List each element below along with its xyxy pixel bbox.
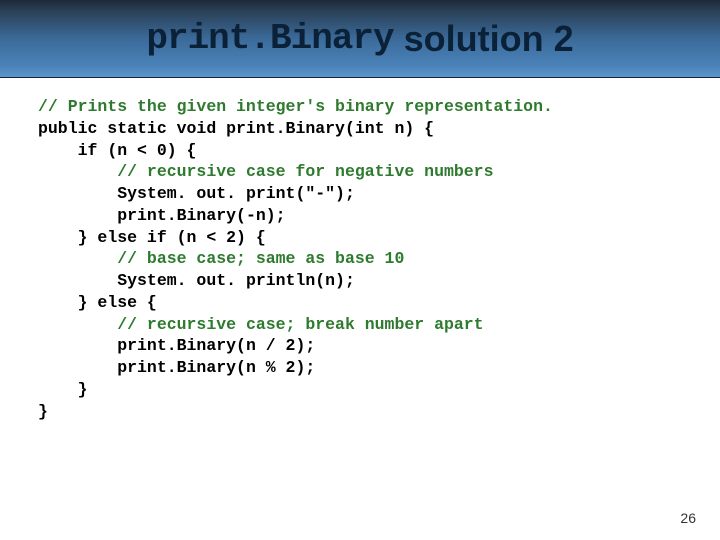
title-bar: print.Binary solution 2 xyxy=(0,0,720,78)
code-line: print.Binary(n % 2); xyxy=(117,358,315,377)
title-text-part: solution 2 xyxy=(404,18,574,60)
code-line: System. out. print("-"); xyxy=(117,184,355,203)
code-comment: // recursive case; break number apart xyxy=(117,315,483,334)
code-line: print.Binary(-n); xyxy=(117,206,285,225)
code-comment: // Prints the given integer's binary rep… xyxy=(38,97,553,116)
title-code-part: print.Binary xyxy=(146,18,393,59)
code-line: print.Binary(n / 2); xyxy=(117,336,315,355)
code-line: } xyxy=(38,402,48,421)
code-comment: // recursive case for negative numbers xyxy=(117,162,493,181)
code-line: } xyxy=(78,380,88,399)
page-number: 26 xyxy=(680,510,696,526)
code-block: // Prints the given integer's binary rep… xyxy=(0,78,720,422)
code-comment: // base case; same as base 10 xyxy=(117,249,404,268)
code-line: System. out. println(n); xyxy=(117,271,355,290)
code-line: if (n < 0) { xyxy=(78,141,197,160)
code-line: } else if (n < 2) { xyxy=(78,228,266,247)
code-line: } else { xyxy=(78,293,157,312)
code-line: public static void print.Binary(int n) { xyxy=(38,119,434,138)
